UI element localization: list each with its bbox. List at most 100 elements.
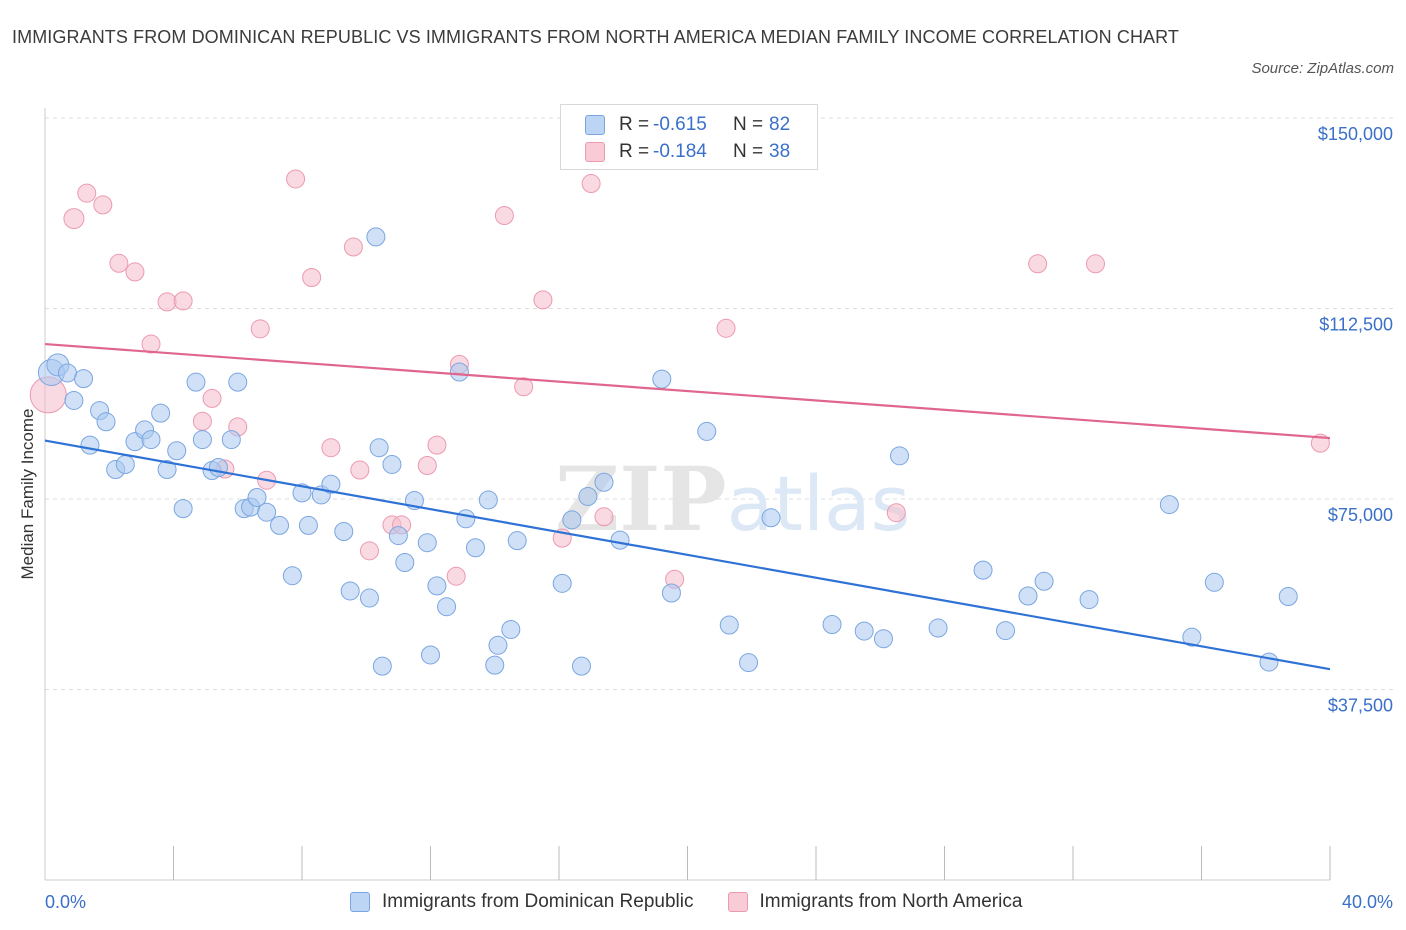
r-label: R = [619, 114, 650, 135]
legend-label-north-america: Immigrants from North America [759, 891, 1023, 912]
dominican-legend-swatch [350, 892, 370, 912]
dominican-point-38 [382, 454, 402, 474]
dominican-point-71 [928, 618, 948, 638]
dominican-point-17 [186, 372, 206, 392]
dominican-point-32 [321, 474, 341, 494]
dominican-republic-points [37, 227, 1298, 676]
n-value-north-america: 38 [769, 141, 791, 162]
watermark: ZIPatlas [555, 447, 910, 551]
dominican-point-75 [1034, 571, 1054, 591]
dominican-point-50 [478, 490, 498, 510]
dominican-point-14 [151, 403, 171, 423]
dominican-point-58 [578, 486, 598, 506]
dominican-point-55 [552, 573, 572, 593]
north-america-point-10 [202, 388, 222, 408]
y-tick-label-0: $37,500 [1328, 696, 1393, 716]
dominican-point-51 [488, 635, 508, 655]
dominican-point-77 [1159, 495, 1179, 515]
legend-item-dominican[interactable]: Immigrants from Dominican Republic [350, 891, 694, 913]
dominican-point-61 [652, 369, 672, 389]
chart-title: IMMIGRANTS FROM DOMINICAN REPUBLIC VS IM… [12, 27, 1180, 47]
r-label: R = [619, 141, 650, 162]
dominican-point-9 [115, 454, 135, 474]
dominican-point-76 [1079, 590, 1099, 610]
dominican-point-54 [485, 655, 505, 675]
dominican-point-20 [208, 458, 228, 478]
legend-label-dominican: Immigrants from Dominican Republic [382, 891, 694, 912]
north-america-point-1 [63, 208, 85, 230]
dominican-point-64 [719, 615, 739, 635]
north-america-point-32 [594, 507, 614, 527]
n-label: N = [733, 114, 764, 135]
north-america-point-3 [93, 195, 113, 215]
north-america-point-2 [77, 183, 97, 203]
dominican-point-74 [1018, 586, 1038, 606]
north-america-point-35 [886, 503, 906, 523]
stats-row-north-america: R = -0.184 N = 38 [585, 138, 790, 166]
dominican-point-3 [74, 369, 94, 389]
dominican-point-12 [141, 430, 161, 450]
north-america-point-19 [350, 460, 370, 480]
north-america-point-28 [514, 377, 534, 397]
dominican-point-2 [57, 363, 77, 383]
north-america-point-36 [1028, 254, 1048, 274]
y-tick-label-2: $112,500 [1319, 315, 1393, 335]
trend-lines [44, 342, 1331, 671]
dominican-point-25 [247, 487, 267, 507]
dominican-point-67 [822, 614, 842, 634]
north-america-point-16 [302, 268, 322, 288]
north-america-point-34 [716, 318, 736, 338]
dominican-point-70 [890, 446, 910, 466]
north-america-point-6 [141, 334, 161, 354]
x-tick-label-1: 40.0% [1342, 892, 1393, 912]
dominican-point-18 [192, 430, 212, 450]
dominican-point-39 [372, 656, 392, 676]
dominican-point-66 [761, 508, 781, 528]
north-america-point-20 [359, 541, 379, 561]
dominican-point-52 [501, 620, 521, 640]
chart-legend: Immigrants from Dominican Republic Immig… [350, 885, 1110, 919]
r-value-dominican: -0.615 [653, 114, 707, 135]
north-america-point-24 [427, 435, 447, 455]
dominican-point-43 [417, 533, 437, 553]
stats-row-dominican: R = -0.615 N = 82 [585, 111, 790, 139]
dominican-point-27 [270, 515, 290, 535]
north-america-point-31 [581, 174, 601, 194]
dominican-point-26 [257, 502, 277, 522]
dominican-point-45 [427, 576, 447, 596]
dominican-point-60 [610, 530, 630, 550]
dominican-point-40 [388, 526, 408, 546]
north-america-point-18 [343, 237, 363, 257]
y-tick-label-3: $150,000 [1318, 124, 1393, 144]
dominican-point-57 [571, 656, 591, 676]
y-tick-labels: $37,500 $75,000 $112,500 $150,000 [1318, 124, 1393, 716]
north-america-point-29 [533, 290, 553, 310]
north-america-point-4 [109, 253, 129, 273]
source-label: Source: ZipAtlas.com [1251, 60, 1394, 77]
dominican-point-62 [661, 583, 681, 603]
correlation-stats-box: R = -0.615 N = 82 R = -0.184 N = 38 [560, 104, 818, 170]
r-value-north-america: -0.184 [653, 141, 707, 162]
dominican-point-46 [437, 597, 457, 617]
north-america-point-5 [125, 262, 145, 282]
dominican-point-16 [173, 499, 193, 519]
north-america-point-27 [494, 206, 514, 226]
dominican-point-44 [421, 645, 440, 665]
dominican-point-79 [1204, 572, 1224, 592]
dominican-point-47 [449, 362, 469, 382]
dominican-point-30 [298, 515, 318, 535]
dominican-point-73 [996, 621, 1016, 641]
north-america-swatch [585, 142, 605, 162]
north-america-point-13 [250, 319, 270, 339]
y-axis-label: Median Family Income [18, 408, 37, 579]
dominican-point-41 [395, 553, 415, 572]
axes: Median Family Income [18, 108, 1331, 881]
north-america-point-15 [286, 169, 306, 189]
north-america-trend-line [44, 342, 1331, 440]
north-america-point-37 [1085, 254, 1105, 274]
dominican-point-59 [594, 472, 614, 492]
dominican-trend-line [44, 439, 1331, 671]
legend-item-north-america[interactable]: Immigrants from North America [727, 891, 1023, 913]
dominican-swatch [585, 115, 605, 135]
